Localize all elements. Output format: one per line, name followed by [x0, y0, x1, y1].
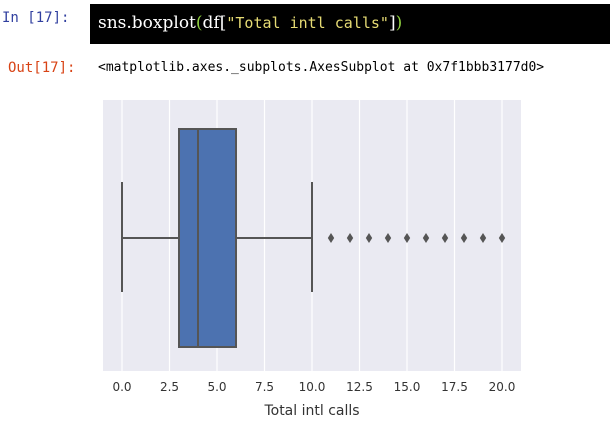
- x-tick-label: 10.0: [299, 380, 326, 394]
- outlier-point: [479, 233, 487, 243]
- whisker-layer: [121, 182, 313, 292]
- outlier-point: [403, 233, 411, 243]
- tick-label-layer: 0.0 2.5 5.0 7.5 10.0 12.5 15.0 17.5 20.0: [112, 380, 515, 394]
- x-tick-label: 17.5: [441, 380, 468, 394]
- x-tick-label: 12.5: [346, 380, 373, 394]
- outlier-point: [327, 233, 335, 243]
- x-tick-label: 15.0: [394, 380, 421, 394]
- code-cell-input[interactable]: sns.boxplot(df["Total intl calls"]): [90, 4, 610, 44]
- output-prompt: Out[17]:: [8, 60, 76, 76]
- x-tick-label: 5.0: [207, 380, 226, 394]
- iqr-box: [178, 128, 237, 348]
- x-tick-label: 20.0: [489, 380, 516, 394]
- code-open-paren: (: [195, 13, 203, 33]
- x-tick-label: 2.5: [160, 380, 179, 394]
- outlier-point: [384, 233, 392, 243]
- outlier-point: [346, 233, 354, 243]
- outlier-point: [460, 233, 468, 243]
- outlier-point: [422, 233, 430, 243]
- outlier-point: [441, 233, 449, 243]
- box-layer: [178, 128, 237, 348]
- code-function: sns.boxplot: [98, 13, 196, 33]
- code-string: "Total intl calls": [226, 14, 389, 32]
- x-tick-label: 7.5: [255, 380, 274, 394]
- code-variable: df: [202, 13, 220, 33]
- code-close-paren: ): [395, 13, 403, 33]
- code-open-bracket: [: [219, 13, 227, 33]
- outlier-point: [365, 233, 373, 243]
- output-text: <matplotlib.axes._subplots.AxesSubplot a…: [98, 60, 545, 75]
- outlier-layer: [327, 233, 506, 243]
- x-axis-label: Total intl calls: [263, 403, 359, 419]
- input-prompt: In [17]:: [2, 10, 70, 26]
- outlier-point: [498, 233, 506, 243]
- code-close-bracket: ]: [388, 13, 396, 33]
- x-tick-label: 0.0: [112, 380, 131, 394]
